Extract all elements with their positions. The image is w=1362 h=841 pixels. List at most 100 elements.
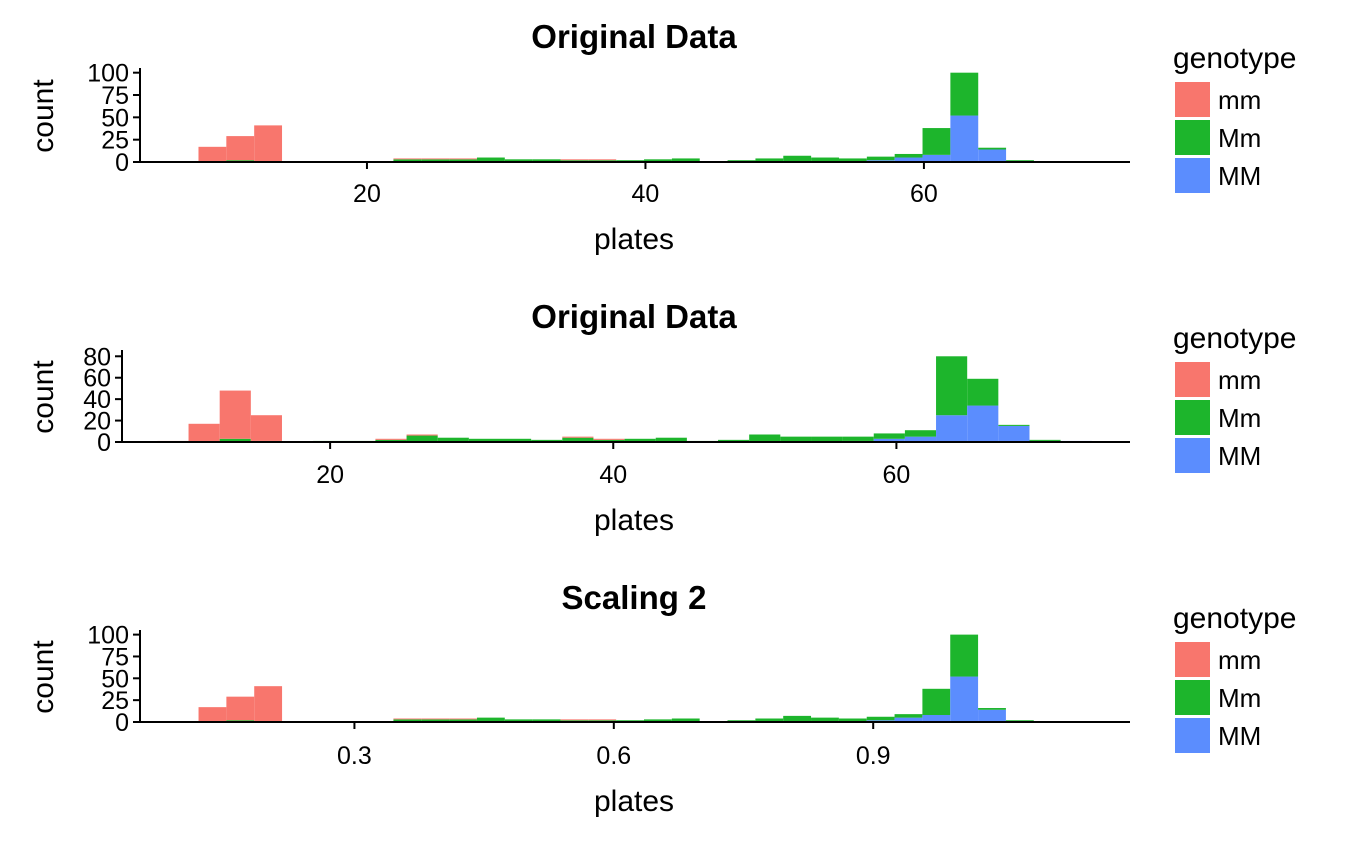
- bar-mm-3: [254, 125, 283, 162]
- bar-Mm-21: [811, 436, 843, 442]
- bar-mm-15: [588, 719, 617, 721]
- bar-mm-14: [593, 438, 625, 440]
- bar-Mm-12: [531, 439, 563, 442]
- bar-Mm-27: [922, 688, 951, 716]
- x-tick-label: 20: [316, 461, 344, 489]
- bar-Mm-9: [421, 719, 450, 722]
- y-tick-label: 0: [115, 709, 129, 737]
- bar-Mm-26: [894, 714, 923, 718]
- legend-swatch-Mm: [1175, 120, 1210, 155]
- bar-MM-23: [873, 438, 905, 442]
- bar-MM-28: [950, 115, 979, 162]
- bar-Mm-14: [593, 439, 625, 442]
- y-tick-label: 75: [101, 643, 129, 671]
- bar-Mm-24: [838, 158, 867, 162]
- x-axis-label: plates: [594, 785, 674, 818]
- y-tick-label: 0: [97, 429, 111, 457]
- y-tick-label: 20: [83, 408, 111, 436]
- legend-label-MM: MM: [1218, 441, 1261, 471]
- bar-Mm-21: [755, 718, 784, 722]
- legend-swatch-mm: [1175, 82, 1210, 117]
- bar-Mm-24: [904, 430, 937, 437]
- bar-Mm-25: [866, 716, 895, 721]
- bar-Mm-10: [449, 719, 477, 722]
- legend-label-Mm: Mm: [1218, 683, 1261, 713]
- legend-swatch-mm: [1175, 362, 1210, 397]
- bar-mm-2: [226, 136, 255, 161]
- bar-mm-3: [254, 686, 283, 722]
- bar-mm-2: [226, 696, 255, 721]
- bar-Mm-13: [532, 159, 561, 162]
- bar-mm-13: [562, 436, 594, 438]
- bar-mm-10: [449, 158, 477, 160]
- y-tick-label: 100: [87, 622, 129, 650]
- y-tick-label: 100: [87, 60, 129, 88]
- bar-mm-14: [560, 159, 589, 161]
- x-tick-label: 0.9: [856, 742, 891, 770]
- bar-Mm-9: [421, 159, 450, 162]
- legend-swatch-Mm: [1175, 400, 1210, 435]
- bar-Mm-17: [644, 159, 672, 162]
- bar-mm-15: [588, 159, 617, 161]
- bar-mm-8: [393, 158, 422, 160]
- legend-label-Mm: Mm: [1218, 123, 1261, 153]
- legend-label-Mm: Mm: [1218, 403, 1261, 433]
- bar-MM-28: [950, 676, 979, 722]
- legend-swatch-MM: [1175, 158, 1210, 193]
- bar-MM-27: [922, 715, 951, 722]
- bar-Mm-13: [532, 719, 561, 722]
- bar-Mm-11: [500, 438, 532, 442]
- bar-Mm-8: [393, 159, 422, 162]
- bar-Mm-24: [838, 718, 867, 722]
- bar-Mm-23: [811, 157, 839, 162]
- bar-MM-29: [978, 709, 1006, 722]
- bar-Mm-27: [922, 128, 951, 155]
- bar-Mm-22: [842, 436, 874, 441]
- bar-Mm-18: [671, 718, 700, 722]
- x-tick-label: 40: [599, 461, 627, 489]
- bar-mm-8: [393, 718, 422, 720]
- bar-MM-25: [936, 415, 968, 442]
- bar-MM-27: [998, 425, 1030, 442]
- y-tick-label: 25: [101, 687, 129, 715]
- bar-MM-29: [978, 149, 1007, 162]
- bar-mm-9: [421, 718, 450, 720]
- bar-Mm-29: [978, 708, 1006, 710]
- legend-label-mm: mm: [1218, 645, 1261, 675]
- bars: [170, 634, 1062, 722]
- bar-Mm-15: [624, 438, 656, 442]
- y-axis-label: count: [27, 360, 60, 434]
- bars: [170, 72, 1062, 162]
- bar-Mm-20: [780, 436, 812, 442]
- bar-mm-1: [198, 146, 227, 162]
- bar-Mm-7: [375, 439, 407, 442]
- bar-MM-27: [922, 154, 951, 162]
- x-tick-label: 0.6: [596, 742, 631, 770]
- legend-swatch-MM: [1175, 718, 1210, 753]
- bar-Mm-23: [873, 433, 905, 439]
- x-tick-label: 0.3: [337, 742, 372, 770]
- x-tick-label: 60: [910, 180, 938, 208]
- chart-title: Original Data: [531, 18, 737, 55]
- x-axis-label: plates: [594, 504, 674, 537]
- bars: [157, 356, 1092, 442]
- y-tick-label: 25: [101, 127, 129, 155]
- bar-Mm-11: [476, 717, 505, 722]
- bar-MM-26: [894, 157, 923, 162]
- bar-mm-14: [560, 719, 589, 721]
- bar-Mm-18: [718, 439, 750, 442]
- legend: genotype mm Mm MM: [1173, 322, 1296, 473]
- bar-mm-2: [219, 390, 251, 439]
- bar-mm-3: [250, 415, 282, 441]
- chart-title: Scaling 2: [562, 579, 707, 616]
- y-axis-label: count: [27, 79, 60, 153]
- y-tick-label: 60: [83, 365, 111, 393]
- legend-title: genotype: [1173, 42, 1296, 75]
- bar-Mm-28: [1029, 439, 1061, 441]
- legend-label-MM: MM: [1218, 721, 1261, 751]
- legend-swatch-mm: [1175, 642, 1210, 677]
- bar-mm-8: [406, 434, 438, 436]
- bar-Mm-25: [866, 156, 895, 161]
